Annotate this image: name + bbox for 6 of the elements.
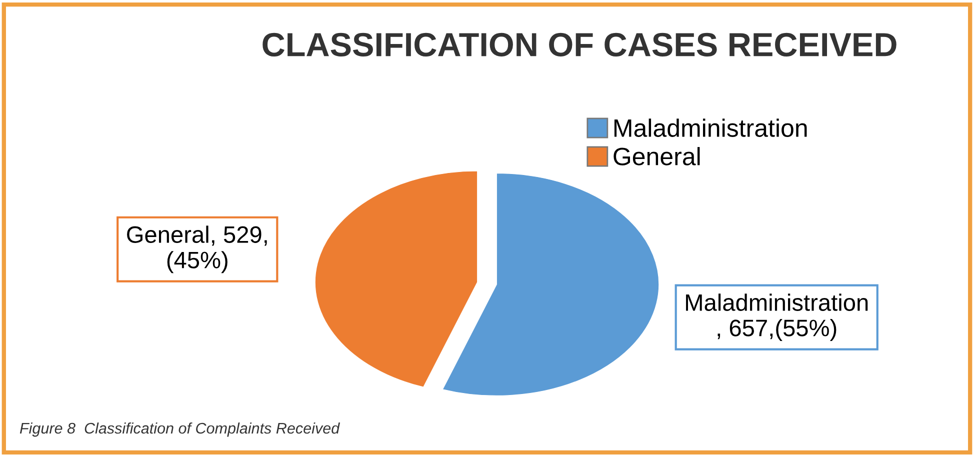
legend-label: General <box>614 147 700 166</box>
data-label: General, 529, (45%) <box>127 226 267 274</box>
data-label: Maladministration , 657,(55%) <box>686 294 868 342</box>
chart-title: CLASSIFICATION OF CASES RECEIVED <box>262 32 896 56</box>
legend-label: Maladministration <box>614 118 807 137</box>
caption: Figure 8 Classification of Complaints Received <box>20 422 340 437</box>
